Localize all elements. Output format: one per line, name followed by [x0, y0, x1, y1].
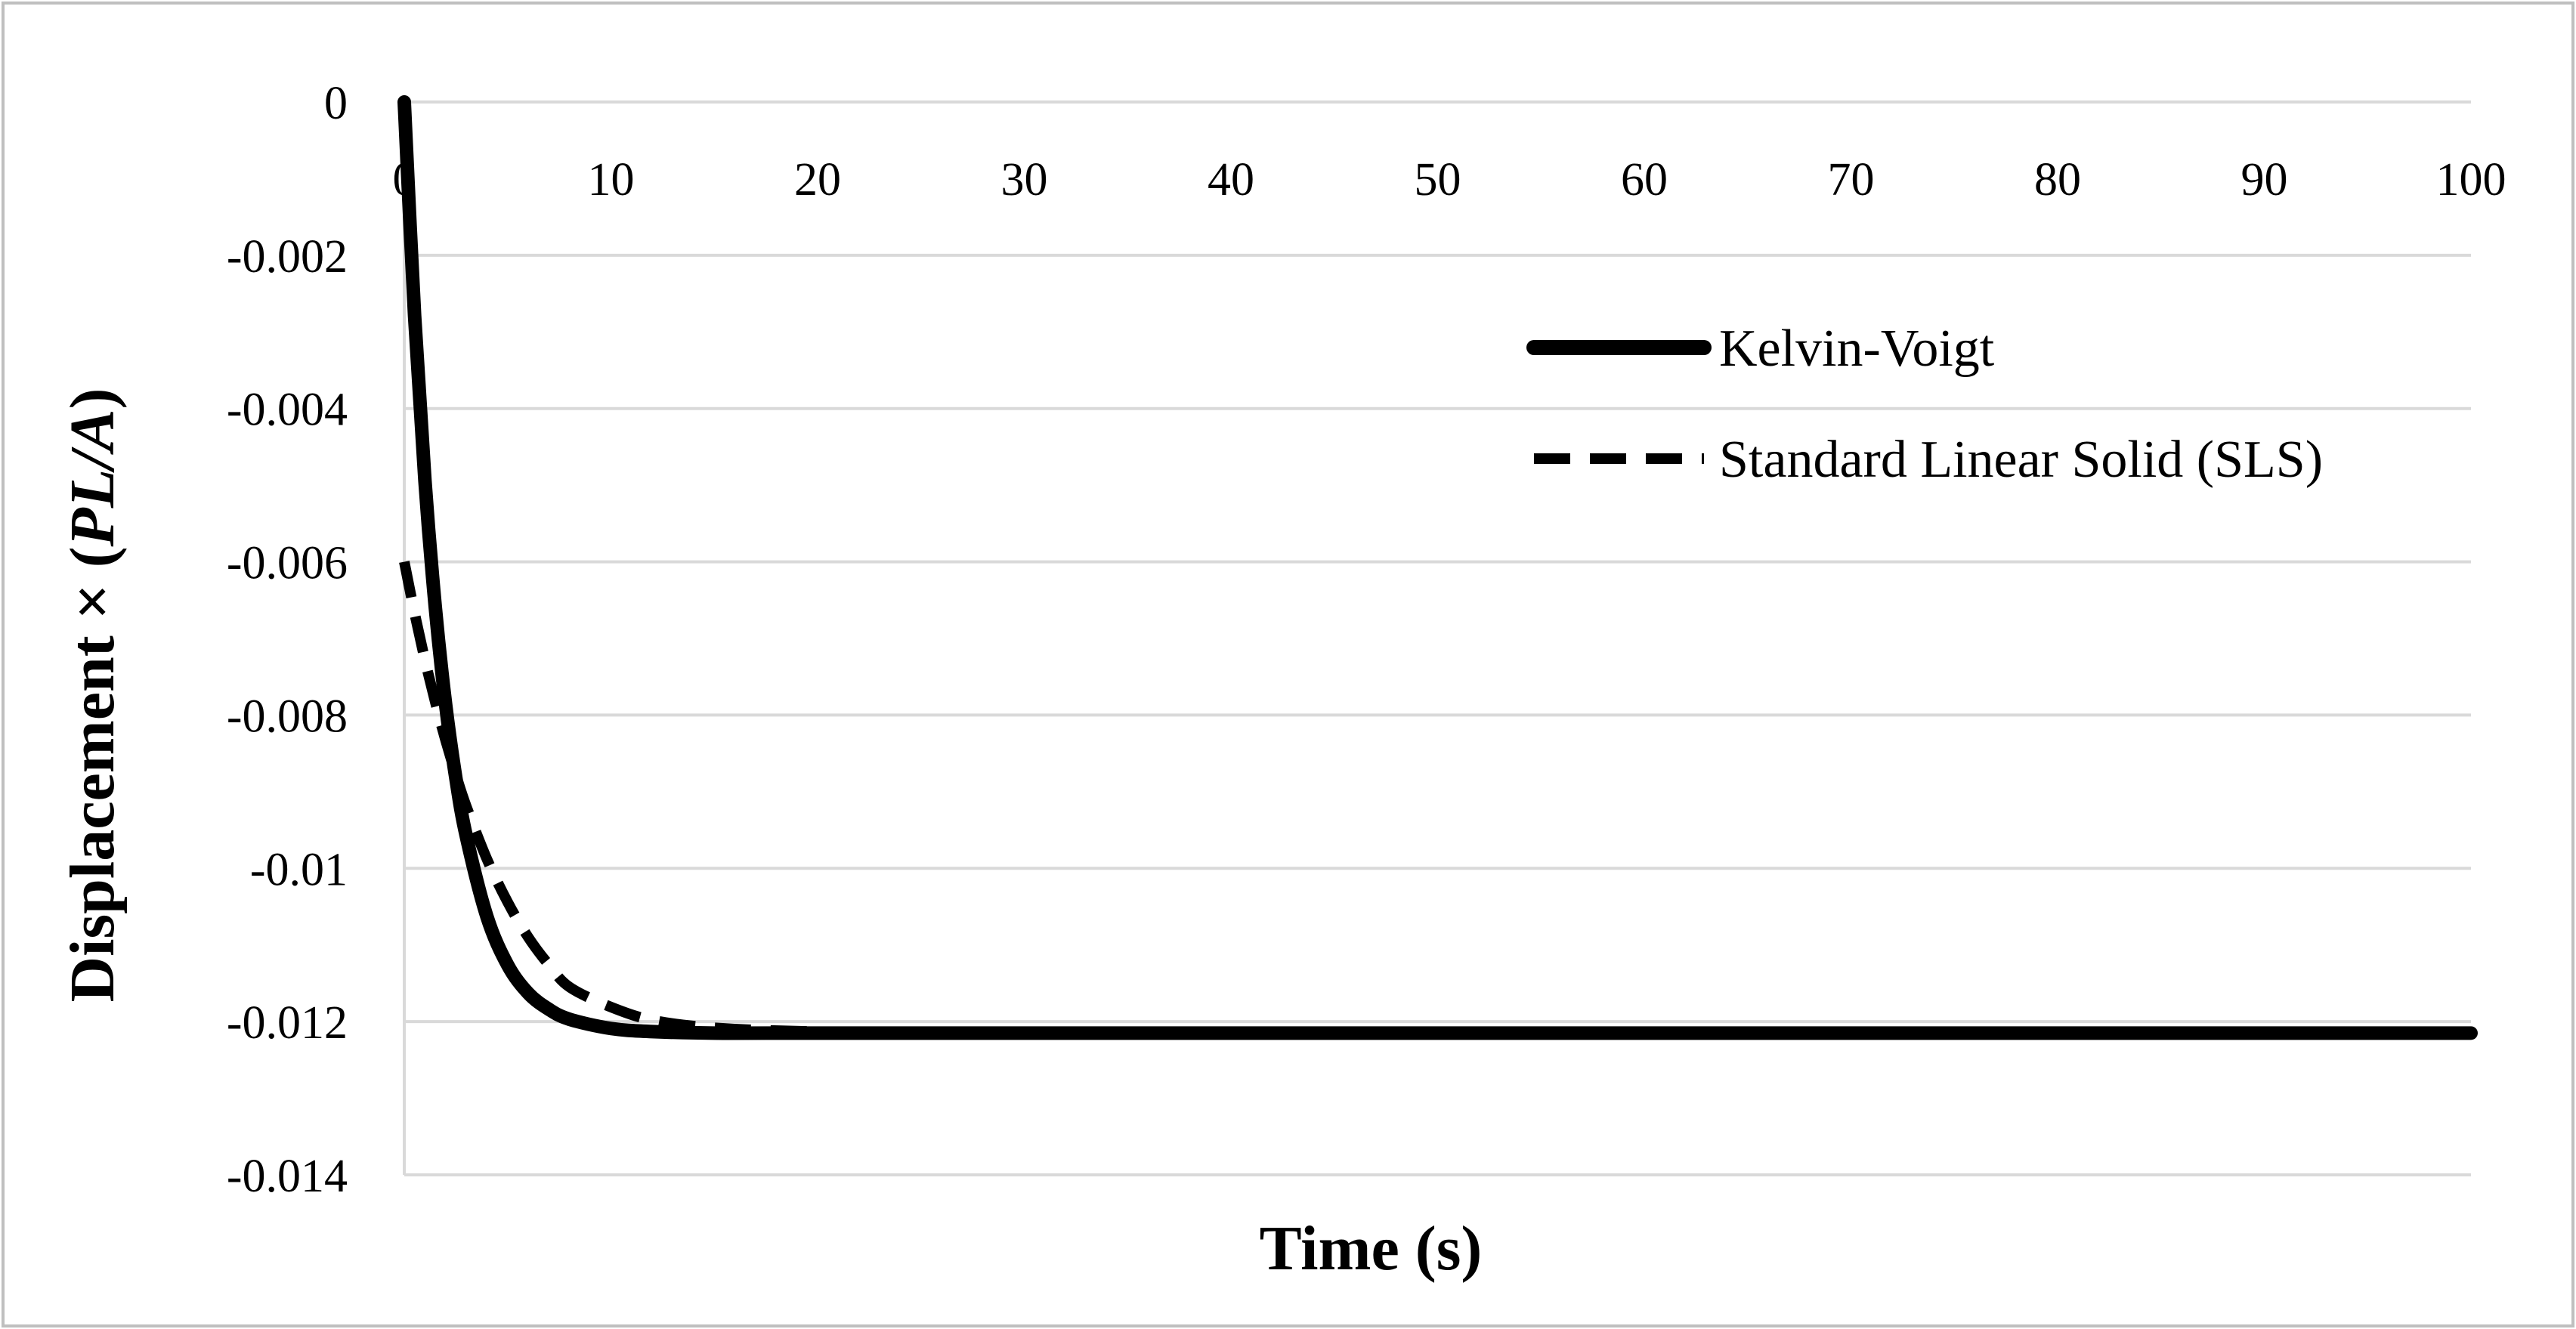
y-tick-label: -0.014	[227, 1151, 348, 1202]
y-tick-label: 0	[324, 78, 348, 129]
y-tick-label: -0.012	[227, 997, 348, 1049]
y-tick-labels: 0 -0.002 -0.004 -0.006 -0.008 -0.01 -0.012 -0.0…	[227, 78, 348, 1202]
y-tick-label: -0.004	[227, 385, 348, 436]
x-tick-label: 80	[2034, 154, 2081, 206]
y-axis-title: Displacement × (PL/A)	[57, 388, 128, 1002]
y-tick-label: -0.008	[227, 691, 348, 742]
y-axis-title-suffix: )	[57, 388, 128, 409]
x-tick-label: 50	[1415, 154, 1461, 206]
y-tick-label: -0.01	[250, 844, 348, 895]
gridlines	[404, 253, 2471, 1176]
x-tick-label: 0	[393, 154, 416, 206]
legend-label-kelvin-voigt: Kelvin-Voigt	[1719, 320, 1995, 378]
y-tick-label: -0.002	[227, 231, 348, 283]
x-tick-label: 40	[1208, 154, 1254, 206]
y-axis-title-prefix: Displacement × (	[57, 546, 128, 1002]
series	[397, 95, 2478, 1040]
y-tick-label: -0.006	[227, 538, 348, 589]
x-tick-label: 10	[588, 154, 635, 206]
legend: Kelvin-Voigt Standard Linear Solid (SLS)	[1526, 320, 2323, 489]
x-tick-label: 100	[2436, 154, 2506, 206]
x-tick-label: 70	[1828, 154, 1875, 206]
x-tick-label: 30	[1001, 154, 1048, 206]
x-tick-labels: 0 10 20 30 40 50 60 70 80 90 100	[393, 154, 2506, 206]
y-axis-title-italic: PL/A	[57, 409, 128, 547]
x-tick-label: 90	[2241, 154, 2288, 206]
axes	[403, 100, 2471, 1175]
x-axis-title: Time (s)	[1260, 1213, 1483, 1284]
series-line-kelvin-voigt	[397, 95, 2478, 1040]
x-tick-label: 20	[794, 154, 841, 206]
x-tick-label: 60	[1621, 154, 1668, 206]
legend-label-sls: Standard Linear Solid (SLS)	[1719, 431, 2323, 489]
